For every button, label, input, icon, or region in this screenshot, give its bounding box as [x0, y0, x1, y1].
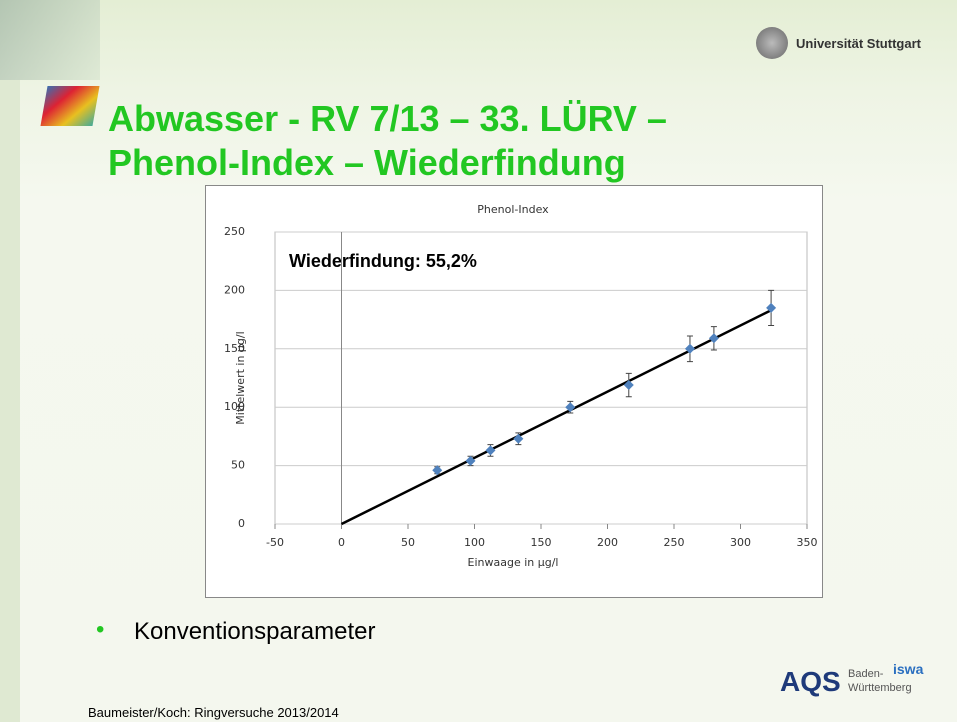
logo-line: Baden- [848, 668, 884, 680]
point [565, 402, 576, 413]
left-strip [0, 80, 20, 722]
y-tick-label: 200 [224, 283, 245, 296]
y-tick-label: 100 [224, 400, 245, 413]
x-axis-label: Einwaage in µg/l [468, 556, 559, 569]
x-tick-label: 300 [730, 536, 751, 549]
footer: Baumeister/Koch: Ringversuche 2013/2014 [88, 705, 339, 720]
point [432, 465, 443, 476]
title: Abwasser - RV 7/13 – 33. LÜRV – [108, 98, 667, 139]
y-tick-label: 0 [238, 517, 245, 530]
point [465, 455, 476, 466]
y-tick-label: 50 [231, 459, 245, 472]
logo-badge: iswa [893, 661, 924, 677]
bullet-marker: • [96, 616, 105, 643]
x-tick-label: 250 [664, 536, 685, 549]
x-tick-label: -50 [266, 536, 284, 549]
logo-line: Württemberg [848, 682, 912, 694]
trendline [340, 309, 772, 526]
x-tick-label: 50 [401, 536, 415, 549]
chart: Phenol-Index Einwaage in µg/l Mittelwert… [205, 185, 823, 598]
title: Phenol-Index – Wiederfindung [108, 142, 626, 183]
point [766, 302, 777, 313]
point [485, 445, 496, 456]
x-tick-label: 350 [797, 536, 818, 549]
chart-frame [205, 185, 823, 598]
y-axis-label: Mittelwert in µg/l [234, 331, 247, 424]
point [623, 380, 634, 391]
uni-logo [756, 27, 788, 59]
x-tick-label: 100 [464, 536, 485, 549]
x-tick-label: 150 [531, 536, 552, 549]
x-tick-label: 0 [338, 536, 345, 549]
bullet: Konventionsparameter [134, 618, 376, 645]
logo-main: AQS [780, 666, 841, 697]
x-tick-label: 200 [597, 536, 618, 549]
chart-title: Phenol-Index [477, 203, 549, 216]
point [513, 433, 524, 444]
university: Universität Stuttgart [796, 36, 921, 51]
title-icon [40, 86, 100, 126]
y-tick-label: 250 [224, 225, 245, 238]
banner-image [0, 0, 100, 80]
y-tick-label: 150 [224, 342, 245, 355]
point [708, 333, 719, 344]
annotation: Wiederfindung: 55,2% [289, 251, 477, 271]
point [684, 343, 695, 354]
